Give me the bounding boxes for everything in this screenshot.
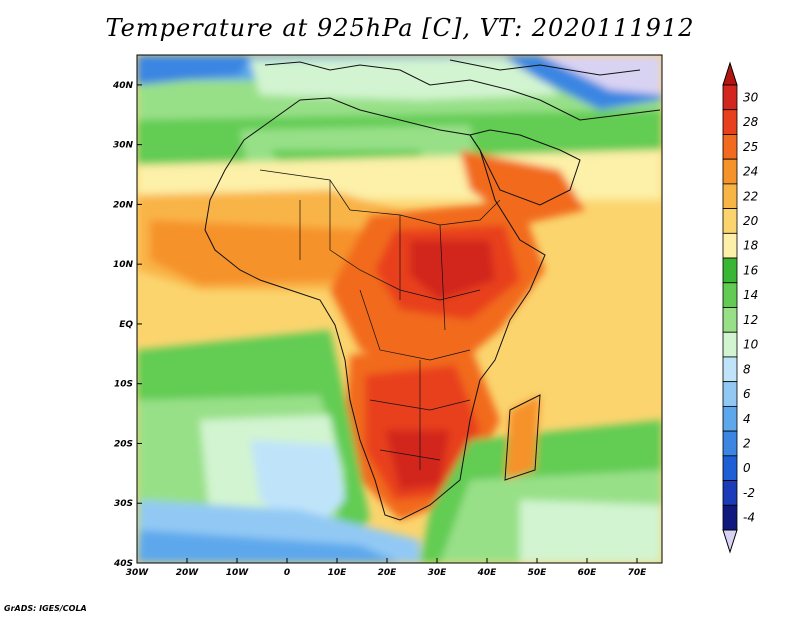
colorbar-label: 0 [743, 461, 751, 475]
colorbar-label: 12 [743, 313, 758, 327]
colorbar-swatch [722, 282, 738, 308]
colorbar-label: 24 [743, 165, 758, 179]
colorbar-label: 10 [743, 338, 759, 352]
colorbar-swatch [722, 405, 738, 432]
colorbar-swatch [722, 381, 738, 407]
colorbar-label: 22 [743, 189, 758, 203]
lat-tick-label: 20S [114, 439, 133, 449]
lon-tick-label: 50E [528, 568, 548, 578]
lon-tick-label: 0 [284, 568, 290, 578]
colorbar-label: 8 [743, 362, 751, 376]
colorbar-label: 25 [743, 140, 758, 154]
colorbar-label: 4 [743, 412, 751, 426]
colorbar-label: 14 [743, 288, 758, 302]
colorbar-label: -4 [743, 511, 755, 525]
lat-tick-label: 20N [113, 200, 134, 210]
map-frame [136, 54, 663, 564]
lon-tick-label: 70E [628, 568, 648, 578]
lon-tick-label: 30E [428, 568, 448, 578]
colorbar-swatch [722, 455, 738, 481]
map-axes: 30W 20W 10W 0 10E 20E 30E 40E 50E 60E 70E 40N 30N 20N… [112, 81, 647, 578]
colorbar-label: 16 [743, 263, 759, 277]
colorbar-swatch [722, 109, 738, 135]
map-plot-area [137, 55, 662, 563]
coastlines [204, 59, 661, 521]
borders [259, 169, 501, 470]
colorbar-label: 20 [743, 214, 759, 228]
colorbar-swatch [722, 430, 738, 457]
lon-tick-label: 10E [328, 568, 348, 578]
lat-tick-label: 10N [113, 260, 134, 270]
colorbar-swatch [722, 480, 738, 506]
colorbar-swatch [722, 183, 738, 210]
colorbar-swatch [722, 257, 738, 284]
colorbar-bottom-arrow [722, 529, 738, 554]
colorbar-label: -2 [743, 486, 755, 500]
grads-credit: GrADS: IGES/COLA [4, 604, 87, 613]
colorbar-swatch [722, 134, 738, 160]
lat-tick-label: 40N [112, 81, 134, 91]
map-title: Temperature at 925hPa [C], VT: 202011191… [105, 14, 695, 42]
lat-tick-label: 10S [114, 380, 133, 390]
lat-tick-label: EQ [119, 320, 133, 330]
colorbar-swatch [722, 307, 738, 333]
colorbar-label: 2 [743, 436, 751, 450]
colorbar-swatch [722, 504, 738, 531]
lon-tick-label: 10W [226, 568, 250, 578]
lon-tick-label: 20E [378, 568, 398, 578]
colorbar-label: 18 [743, 239, 759, 253]
colorbar-swatch [722, 158, 738, 185]
lon-tick-label: 60E [578, 568, 598, 578]
lon-tick-label: 40E [477, 568, 498, 578]
colorbar-label: 6 [743, 387, 751, 401]
colorbar-top-arrow [722, 61, 738, 86]
colorbar-swatch [722, 84, 738, 111]
lon-tick-label: 20W [176, 568, 200, 578]
colorbar-label: 30 [743, 90, 759, 104]
colorbar-label: 28 [743, 115, 759, 129]
lat-tick-label: 30S [114, 499, 133, 509]
colorbar-swatch [722, 331, 738, 358]
lon-tick-label: 30W [126, 568, 150, 578]
colorbar-swatch [722, 356, 738, 383]
lat-tick-label: 30N [113, 141, 134, 151]
lat-tick-label: 40S [113, 559, 133, 569]
colorbar-swatch [722, 232, 738, 259]
colorbar-swatch [722, 208, 738, 234]
